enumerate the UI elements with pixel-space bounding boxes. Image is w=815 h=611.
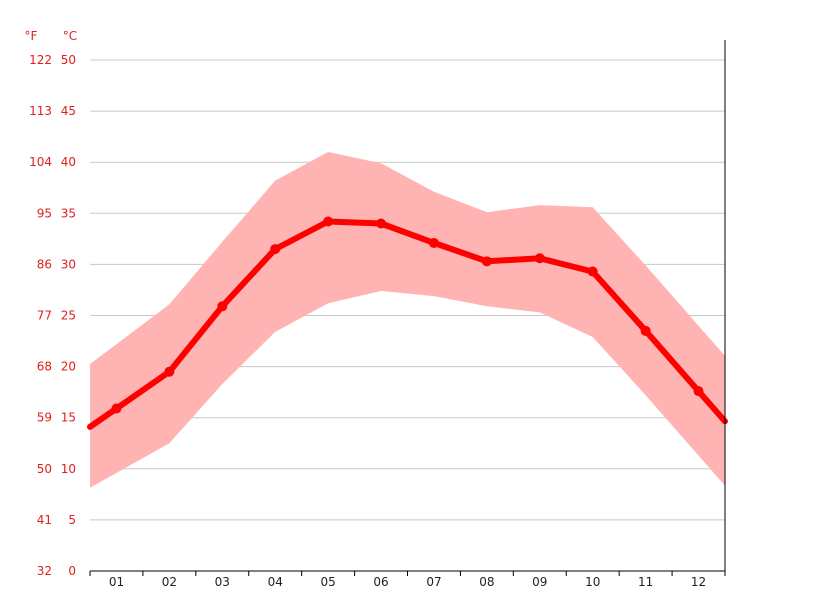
y-axis-labels: °F °C 32 0 41 5 50 10 59 15 68 20 77 25 86 30 95 35 104 4… [25,29,78,578]
mean-temperature-line [87,218,728,430]
y-tick-label-c: 15 [61,411,76,425]
x-tick-label: 07 [426,575,441,589]
mean-point-08 [481,256,492,267]
y-tick-label-c: 40 [61,155,76,169]
y-tick-label-f: 77 [37,309,52,323]
y-tick-label-c: 0 [68,564,76,578]
y-tick-label-f: 41 [37,513,52,527]
x-tick-label: 08 [479,575,494,589]
x-tick-label: 01 [109,575,124,589]
y-tick-label-f: 86 [37,257,52,271]
y-tick-label-f: 113 [29,104,52,118]
y-tick-label-c: 20 [61,360,76,374]
x-tick-label: 09 [532,575,547,589]
x-tick-label: 05 [320,575,335,589]
x-tick-label: 03 [215,575,230,589]
y-tick-label-c: 50 [61,53,76,67]
y-tick-label-c: 30 [61,257,76,271]
y-tick-label-f: 68 [37,360,52,374]
mean-point-03 [217,301,228,312]
mean-point-06 [376,218,387,229]
y-tick-label-f: 104 [29,155,52,169]
y-tick-label-f: 59 [37,411,52,425]
mean-point-07 [428,237,439,248]
x-tick-label: 10 [585,575,600,589]
y-tick-label-f: 122 [29,53,52,67]
mean-point-04 [270,244,281,255]
mean-point-01 [111,403,122,414]
y-tick-label-f: 95 [37,206,52,220]
temperature-range-band [90,152,725,488]
x-tick-label: 04 [268,575,283,589]
mean-point-09 [534,253,545,264]
x-tick-label: 02 [162,575,177,589]
x-axis-ticks: 01 02 03 04 05 06 07 08 09 10 11 12 [89,571,726,589]
y-tick-label-c: 45 [61,104,76,118]
mean-point-12 [693,386,704,397]
fahrenheit-unit-label: °F [25,29,38,43]
y-tick-label-f: 50 [37,462,52,476]
x-tick-label: 06 [373,575,388,589]
y-tick-label-c: 10 [61,462,76,476]
y-tick-label-c: 5 [68,513,76,527]
x-tick-label: 11 [638,575,653,589]
x-tick-label: 12 [691,575,706,589]
y-tick-label-f: 32 [37,564,52,578]
mean-point-11 [640,325,651,336]
mean-temperature-points [111,216,704,414]
mean-point-02 [164,366,175,377]
mean-point-10 [587,266,598,277]
celsius-unit-label: °C [63,29,77,43]
mean-point-05 [323,216,334,227]
y-tick-label-c: 35 [61,206,76,220]
y-tick-label-c: 25 [61,309,76,323]
